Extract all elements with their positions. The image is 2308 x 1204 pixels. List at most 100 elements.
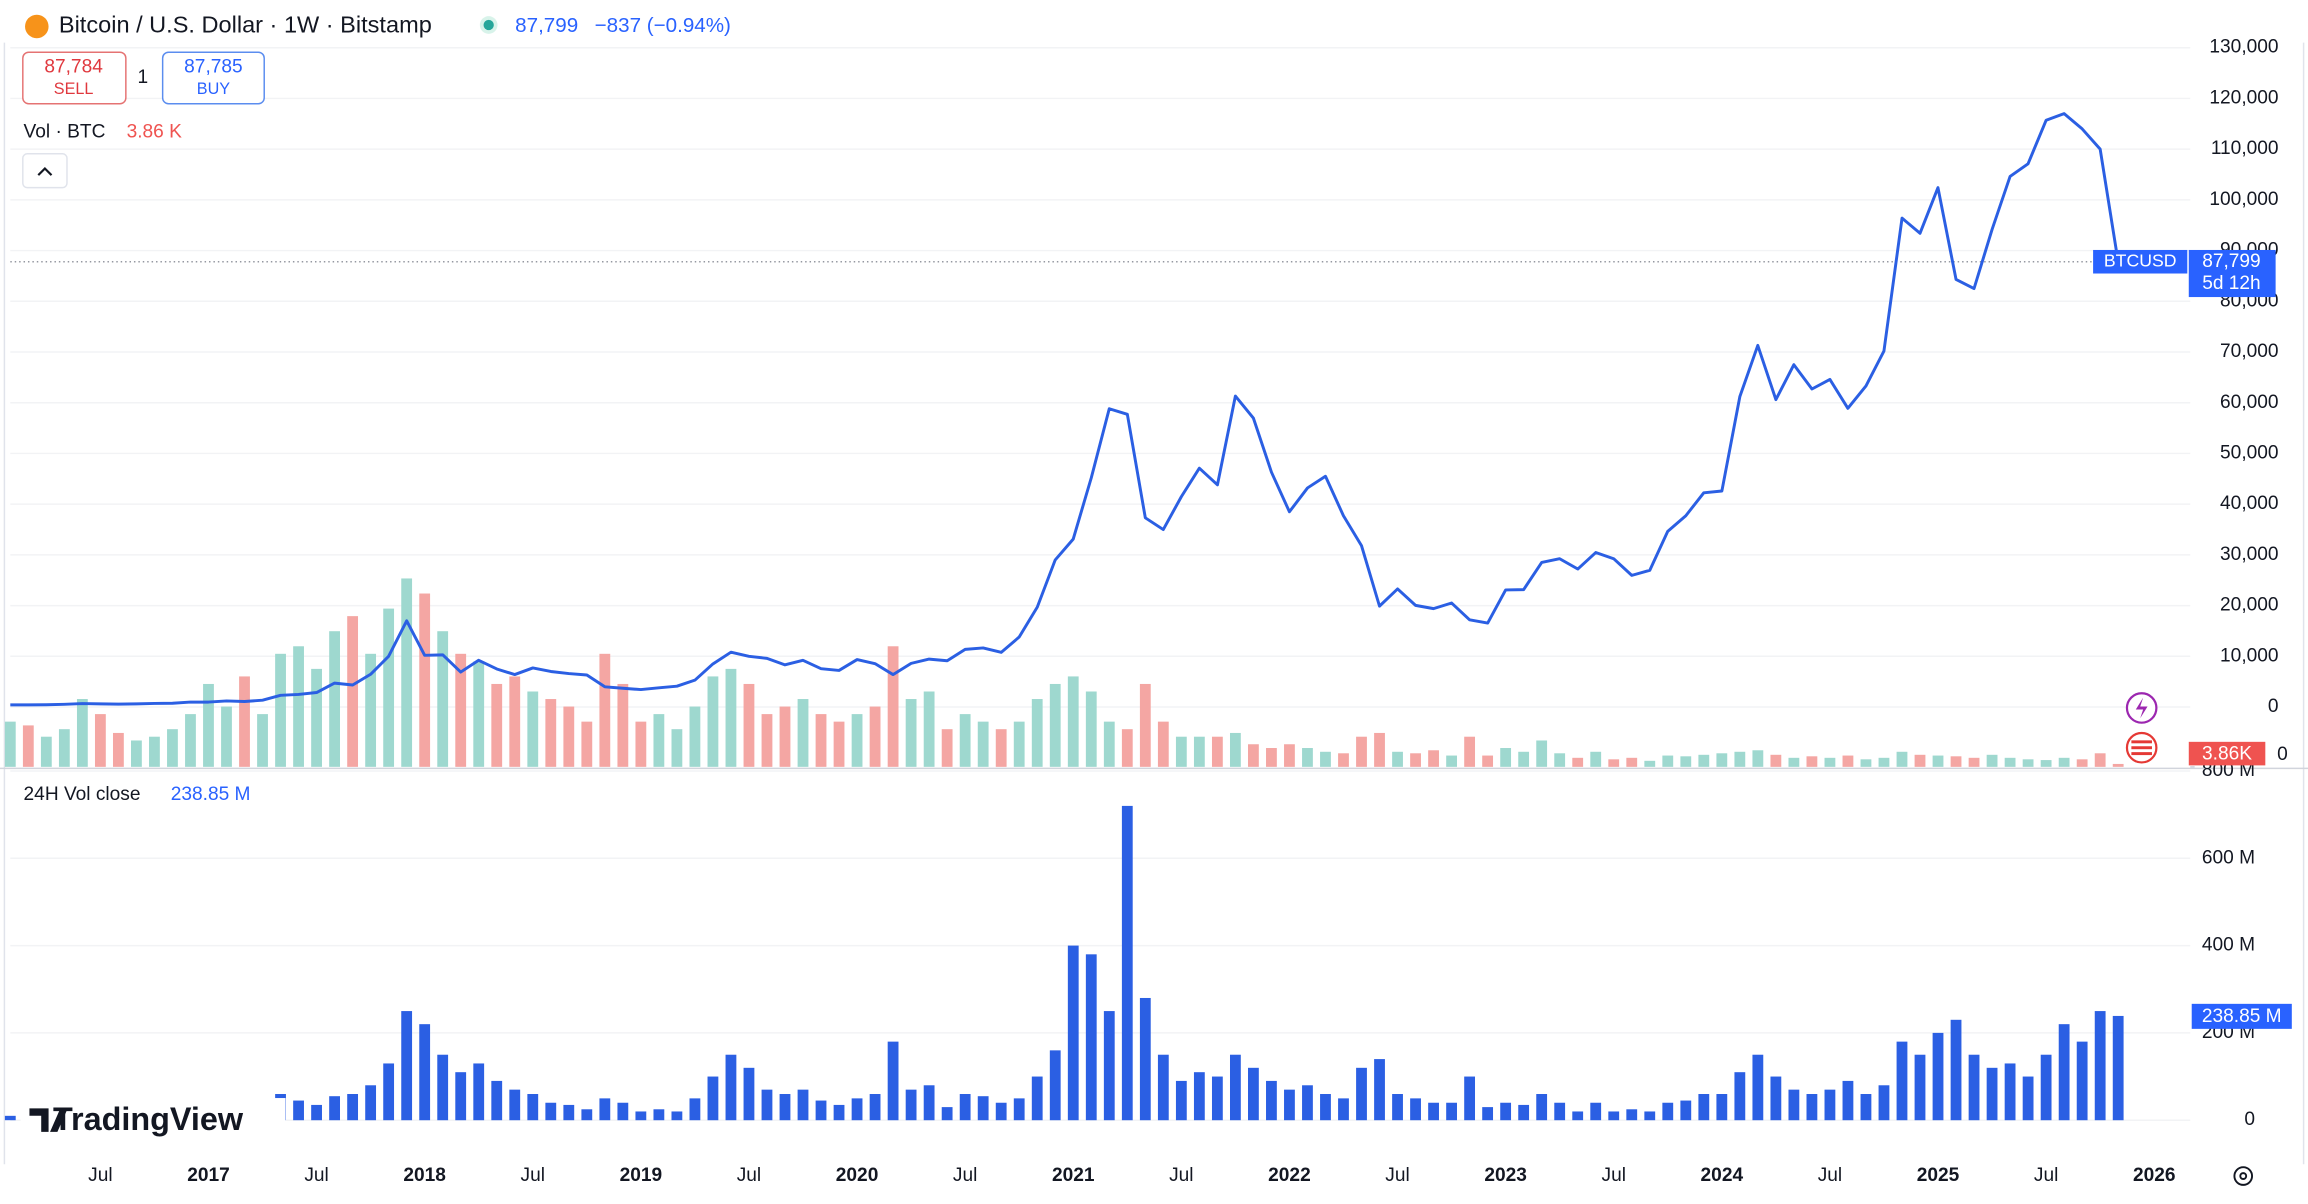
volume-bar <box>815 714 827 767</box>
vol24-bar <box>1644 1111 1656 1121</box>
x-tick-label: Jul <box>1818 1165 1842 1186</box>
collapse-chevron[interactable] <box>37 166 53 176</box>
vol24-bar <box>1806 1094 1818 1121</box>
volume-bar <box>1103 721 1115 767</box>
y-tick-label: 600 M <box>2202 847 2255 868</box>
volume-bar <box>1842 755 1854 767</box>
vol24-bar <box>581 1109 593 1121</box>
vol24-bar <box>977 1096 989 1121</box>
x-tick-label: Jul <box>737 1165 761 1186</box>
vol24-bar <box>1734 1072 1746 1121</box>
vol24-bar <box>887 1041 899 1121</box>
vol24-bar <box>473 1063 485 1121</box>
volume-bar <box>1320 751 1331 767</box>
sell-label[interactable]: SELL <box>54 80 94 98</box>
volume-bar <box>58 729 70 767</box>
volume-bar <box>959 714 971 767</box>
flag-stripe <box>2131 740 2152 744</box>
price-line <box>10 112 2120 707</box>
vol24-layer <box>4 805 2124 1121</box>
vol24-bar <box>1157 1054 1169 1121</box>
x-tick-label: 2022 <box>1268 1165 1311 1186</box>
x-tick-label: Jul <box>88 1165 112 1186</box>
volume-bar <box>1482 755 1494 767</box>
vol24-bar <box>455 1072 467 1121</box>
brand-name[interactable]: TradingView <box>53 1101 244 1137</box>
volume-bar <box>1013 721 1025 767</box>
vol24-bar <box>1914 1054 1926 1121</box>
vol24-bar <box>761 1089 773 1121</box>
buy-label[interactable]: BUY <box>197 80 230 98</box>
vol24-bar <box>2004 1063 2016 1121</box>
volume-bar <box>1680 756 1692 767</box>
volume-bar <box>2058 757 2070 767</box>
volume-bar <box>1518 751 1530 767</box>
volume-bar <box>689 706 701 767</box>
volume-tag: 3.86K <box>2202 743 2252 764</box>
volume-bar <box>1770 754 1782 767</box>
volume-bar <box>617 683 629 767</box>
y-tick-label: 110,000 <box>2211 138 2279 159</box>
vol24-bar <box>815 1100 827 1121</box>
sell-price[interactable]: 87,784 <box>44 57 103 78</box>
sell-box[interactable] <box>22 51 127 105</box>
vol24-bar <box>1085 954 1097 1121</box>
vol24-bar <box>959 1094 971 1121</box>
volume-bar <box>1446 755 1457 767</box>
vol24-bar <box>1554 1102 1566 1121</box>
vol24-bar <box>1266 1080 1277 1121</box>
vol24-bar <box>383 1063 395 1121</box>
volume-bar <box>365 653 377 767</box>
x-tick-label: 2026 <box>2133 1165 2176 1186</box>
volume-bar <box>1752 750 1764 767</box>
vol24-bar <box>1284 1089 1295 1121</box>
collapse-box[interactable] <box>22 153 68 189</box>
volume-bar <box>1806 756 1818 767</box>
vol24-bar <box>545 1102 557 1121</box>
buy-box[interactable] <box>161 51 265 105</box>
vol24-bar <box>1608 1111 1620 1121</box>
event-bolt[interactable] <box>2135 697 2148 719</box>
buy-price[interactable]: 87,785 <box>184 57 243 78</box>
volume-bar <box>2040 760 2052 767</box>
vol24-bar <box>1518 1104 1530 1121</box>
vol24-bar <box>329 1096 340 1121</box>
volume-bar <box>1049 683 1061 767</box>
sell-button[interactable]: 87,784 SELL <box>22 51 127 105</box>
volume-bar <box>941 729 953 767</box>
x-tick-label: Jul <box>1169 1165 1193 1186</box>
vol24-bar <box>2076 1041 2088 1121</box>
volume-bar <box>1716 753 1728 767</box>
volume-bar <box>1968 757 1980 767</box>
vol24-bar <box>1193 1072 1205 1121</box>
symbol-title[interactable]: Bitcoin / U.S. Dollar · 1W · Bitstamp <box>59 12 432 38</box>
quantity: 1 <box>137 67 148 88</box>
vol24-bar <box>635 1111 647 1121</box>
vol24-bar <box>401 1011 413 1121</box>
volume-legend-name: Vol · BTC <box>24 121 106 142</box>
vol24-bar <box>1302 1085 1313 1121</box>
volume-bar <box>1950 756 1962 767</box>
x-tick-label: 2017 <box>187 1165 230 1186</box>
volume-bar <box>275 653 286 767</box>
volume-bar <box>833 721 845 767</box>
vol24-bar <box>1464 1076 1476 1121</box>
x-tick-label: 2019 <box>620 1165 663 1186</box>
volume-bar <box>1266 748 1277 767</box>
settings-icon-core[interactable] <box>2239 1172 2248 1180</box>
buy-button[interactable]: 87,785 BUY <box>161 51 265 105</box>
vol24-bar <box>2094 1011 2106 1121</box>
last-price: 87,799 <box>515 14 578 37</box>
volume-bar <box>2094 753 2106 767</box>
vol24-bar <box>293 1100 304 1121</box>
volume-bar <box>671 729 683 767</box>
brand-logo[interactable] <box>29 1108 68 1132</box>
vol24-bar <box>1986 1067 1998 1121</box>
collapse-button[interactable] <box>22 153 68 189</box>
volume-bar <box>347 616 359 767</box>
settings-icon[interactable] <box>2233 1166 2254 1186</box>
volume-bar <box>1085 691 1097 767</box>
vol24-bar <box>1248 1067 1259 1121</box>
